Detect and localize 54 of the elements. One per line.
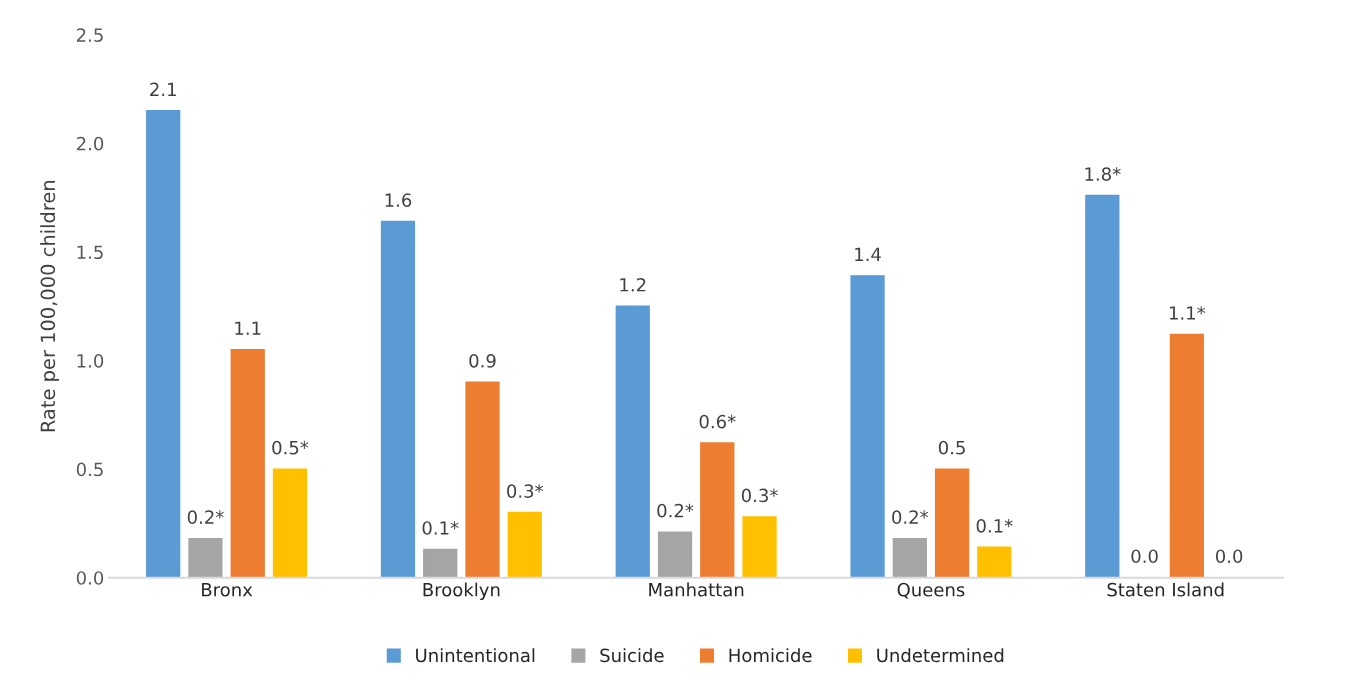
data-label: 0.2*	[187, 510, 224, 524]
data-label: 0.1*	[422, 521, 459, 535]
data-label: 0.2*	[657, 503, 694, 518]
bar	[272, 468, 308, 578]
bar	[188, 537, 223, 578]
data-label: 0.1*	[976, 519, 1013, 533]
data-label: 0.0	[1131, 549, 1158, 564]
x-tick-label: Staten Island	[1107, 582, 1224, 597]
data-label: 0.9	[469, 353, 496, 368]
legend-label: Suicide	[600, 648, 664, 663]
y-tick-label: 1.5	[77, 245, 103, 260]
data-label: 1.1*	[1169, 306, 1206, 320]
data-label: 1.1	[235, 321, 261, 335]
data-label: 1.2	[620, 277, 646, 292]
bar	[380, 220, 416, 578]
data-label: 1.4	[855, 247, 881, 261]
x-tick-label: Brooklyn	[423, 582, 500, 601]
text: 1.0	[77, 353, 104, 368]
data-label: 1.6	[385, 193, 412, 207]
y-tick-label: 0.5	[76, 462, 103, 477]
data-label: 2.1	[150, 82, 176, 96]
bar	[742, 516, 777, 578]
data-label: 0.6*	[699, 414, 736, 429]
bar	[657, 531, 693, 578]
bar	[1169, 333, 1204, 578]
legend-label: Unintentional	[416, 648, 535, 663]
data-label: 0.3*	[507, 484, 544, 498]
bar	[934, 468, 970, 578]
x-tick-label: Bronx	[202, 583, 253, 597]
text: 2.0	[76, 136, 104, 151]
bar	[615, 305, 650, 578]
data-label: 0.2*	[892, 510, 929, 524]
bar	[977, 546, 1012, 578]
data-label: 1.8*	[1085, 167, 1121, 181]
data-label: 0.5	[938, 440, 965, 455]
data-label: 0.5*	[272, 440, 309, 455]
bar	[230, 348, 265, 578]
bar	[850, 275, 885, 578]
bar	[700, 442, 735, 578]
bar	[507, 511, 542, 578]
bar	[465, 381, 500, 578]
text: 0.0	[76, 571, 104, 585]
x-tick-label: Manhattan	[649, 582, 744, 597]
data-label: 0.0	[1215, 549, 1243, 564]
y-axis-title: Rate per 100,000 children	[40, 180, 59, 432]
data-label: 0.3*	[741, 488, 778, 503]
bar	[892, 537, 927, 578]
legend-label: Homicide	[729, 648, 812, 663]
bar	[146, 110, 181, 578]
legend-label: Undetermined	[877, 648, 1004, 663]
x-tick-label: Queens	[897, 582, 965, 599]
bar	[1085, 194, 1120, 578]
y-tick-label: 2.5	[76, 28, 103, 42]
bar	[423, 548, 458, 578]
